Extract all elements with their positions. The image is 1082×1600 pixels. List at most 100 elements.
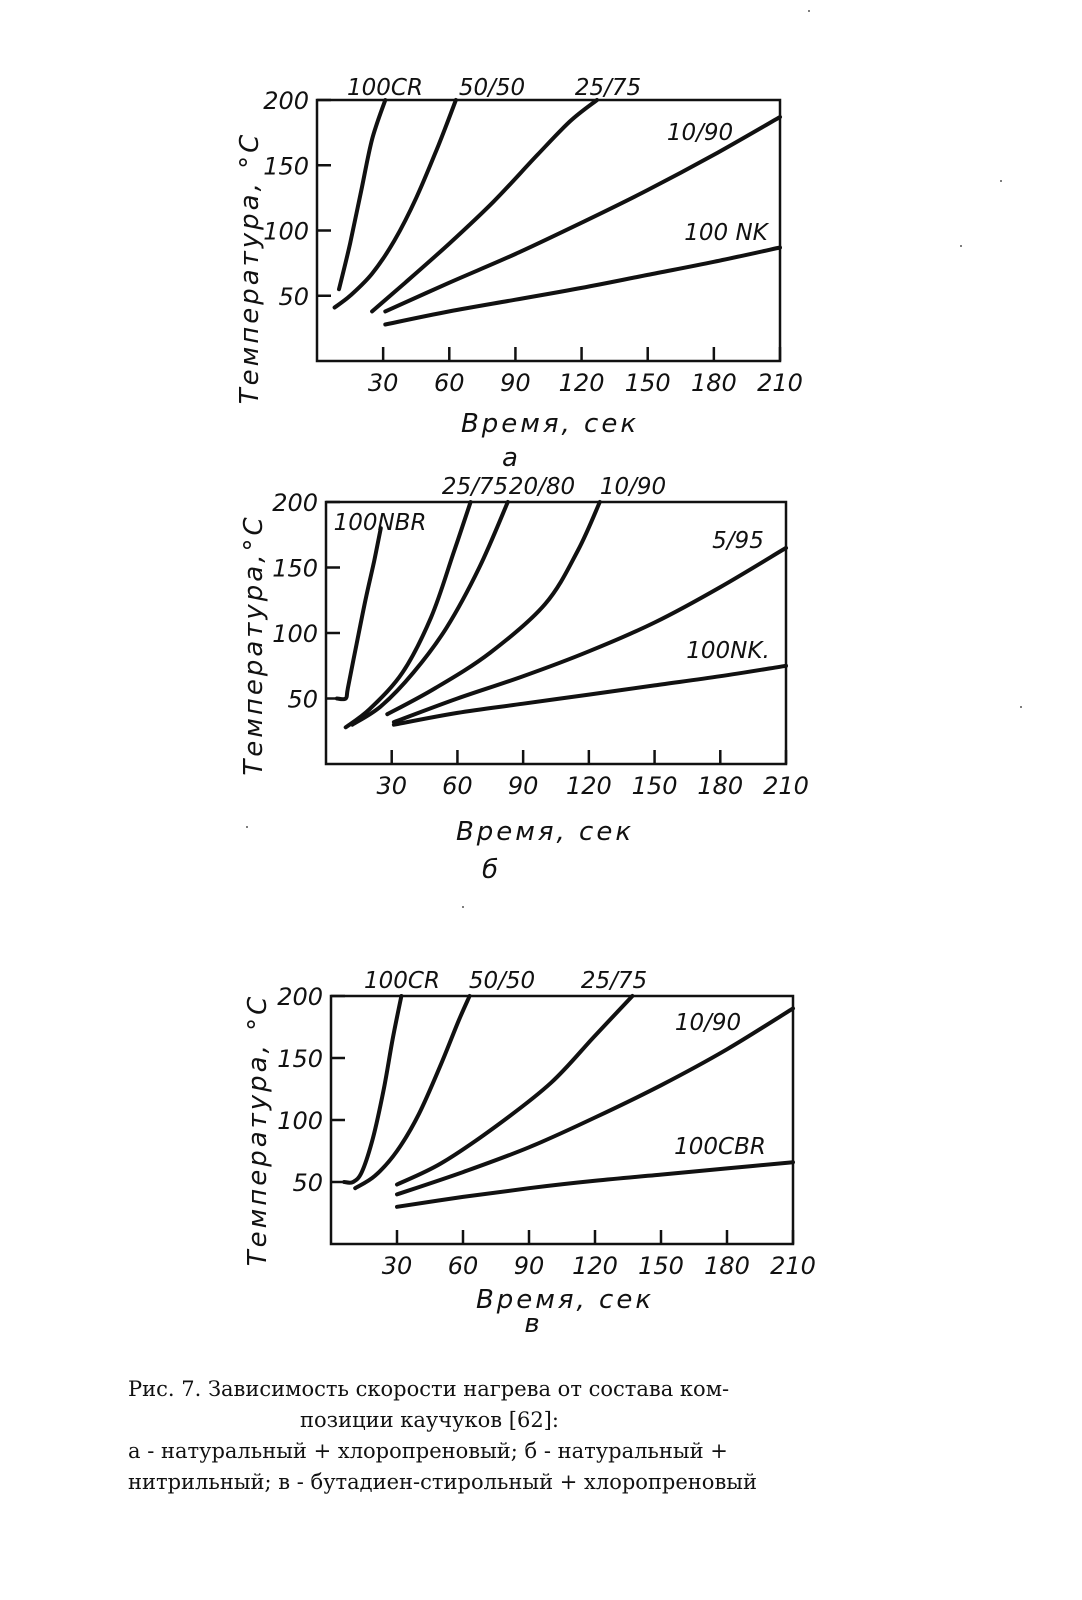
chart-panel-c: 30 60 90 120 150 180 210 50 100 150 200 100CR 50/50… [243,968,816,1339]
x-tick-label: 30 [382,1252,413,1280]
series-line-20-80 [350,500,510,727]
tick-labels: 30 60 90 120 150 180 210 50 100 150 200 [277,983,816,1280]
y-axis-title: Температура,°С [239,514,269,775]
series-label-50-50: 50/50 [459,75,525,101]
series-label-20-80: 20/80 [509,474,575,500]
series-line-25-75 [343,500,473,730]
y-tick-label: 50 [292,1169,323,1197]
series-label-10-90: 10/90 [675,1010,741,1036]
chart-panel-a: 30 60 90 120 150 180 210 50 100 150 200 100CR 50/50… [235,75,803,473]
series-labels: 100CR 50/50 25/75 10/90 100 NK [347,75,770,246]
scan-speck [246,826,248,828]
series-label-25-75: 25/75 [581,968,647,994]
series-label-100nbr: 100NBR [334,510,427,536]
y-tick-label: 50 [287,686,318,714]
x-tick-label: 210 [757,369,803,397]
x-tick-label: 150 [638,1252,684,1280]
tick-labels: 30 60 90 120 150 180 210 50 100 150 200 [272,489,809,800]
figure-caption: Рис. 7. Зависимость скорости нагрева от … [128,1374,888,1498]
series-labels: 100NBR 25/75 20/80 10/90 5/95 100NK. [334,474,770,664]
x-tick-label: 150 [625,369,671,397]
series-line-10-90 [385,500,602,717]
series-line-100cbr [395,1160,795,1209]
series-line-5-95 [391,545,788,725]
series-line-100cr [342,994,404,1185]
x-tick-label: 180 [704,1252,750,1280]
series-label-10-90: 10/90 [667,120,733,146]
y-tick-label: 100 [272,620,318,648]
panel-letter: б [482,855,498,885]
y-tick-label: 150 [272,555,318,583]
x-tick-label: 120 [566,772,612,800]
curves [335,500,788,730]
x-tick-label: 90 [514,1252,545,1280]
caption-line-4: нитрильный; в - бутадиен-стирольный + хл… [128,1470,757,1494]
caption-line-2: позиции каучуков [62]: [300,1408,559,1432]
series-line-25-75 [395,994,635,1187]
tick-labels: 30 60 90 120 150 180 210 50 100 150 200 [263,87,803,397]
x-tick-label: 210 [763,772,809,800]
series-label-25-75: 25/75 [575,75,641,101]
x-ticks [395,1230,795,1244]
y-tick-label: 50 [278,283,309,311]
x-tick-label: 30 [376,772,407,800]
series-line-100cr [337,98,388,292]
series-label-100cbr: 100CBR [674,1134,766,1160]
series-label-5-95: 5/95 [712,528,764,554]
series-line-100nbr [335,526,383,702]
panel-letter: а [502,443,518,473]
x-axis-title: Время, сек [456,817,634,847]
axes [315,98,782,363]
curves [332,98,782,327]
x-tick-label: 90 [500,369,531,397]
x-tick-label: 180 [697,772,743,800]
x-tick-label: 60 [442,772,473,800]
y-tick-label: 100 [263,218,309,246]
y-tick-label: 200 [263,87,309,115]
y-tick-label: 200 [277,983,323,1011]
series-line-50-50 [353,994,472,1191]
series-label-100cr: 100CR [347,75,423,101]
series-labels: 100CR 50/50 25/75 10/90 100CBR [364,968,766,1160]
series-label-100cr: 100CR [364,968,440,994]
series-label-100nk: 100NK. [686,638,770,664]
y-ticks [331,994,345,1184]
x-ticks [390,750,788,764]
caption-line-1: Рис. 7. Зависимость скорости нагрева от … [128,1377,730,1401]
scan-speck [808,10,810,12]
series-line-10-90 [395,1006,795,1197]
x-tick-label: 120 [572,1252,618,1280]
y-tick-label: 150 [263,152,309,180]
scan-speck [1000,180,1002,182]
series-line-100nk [391,663,788,727]
x-axis-title: Время, сек [461,409,639,439]
series-label-100-nk: 100 NK [684,220,769,246]
axes [329,994,795,1246]
x-tick-label: 30 [368,369,399,397]
series-line-25-75 [370,98,599,314]
y-tick-label: 100 [277,1107,323,1135]
series-label-25-75: 25/75 [442,474,508,500]
x-tick-label: 90 [508,772,539,800]
x-tick-label: 60 [434,369,465,397]
series-line-10-90 [383,115,782,314]
x-tick-label: 150 [632,772,678,800]
series-line-50-50 [332,98,458,310]
x-tick-label: 210 [770,1252,816,1280]
scan-speck [1020,706,1022,708]
y-axis-title: Температура, °С [243,994,273,1267]
x-tick-label: 60 [448,1252,479,1280]
series-label-10-90: 10/90 [600,474,666,500]
chart-panel-b: 30 60 90 120 150 180 210 50 100 150 200 100NBR 25/7… [239,474,809,885]
y-ticks [317,98,331,297]
series-line-100-nk [383,245,782,327]
x-ticks [381,347,782,361]
y-tick-label: 150 [277,1045,323,1073]
y-axis-title: Температура, °С [235,132,265,405]
scan-speck [960,245,962,247]
x-tick-label: 180 [691,369,737,397]
scan-speck [462,906,464,908]
panel-letter: в [524,1309,539,1339]
y-tick-label: 200 [272,489,318,517]
series-label-50-50: 50/50 [469,968,535,994]
